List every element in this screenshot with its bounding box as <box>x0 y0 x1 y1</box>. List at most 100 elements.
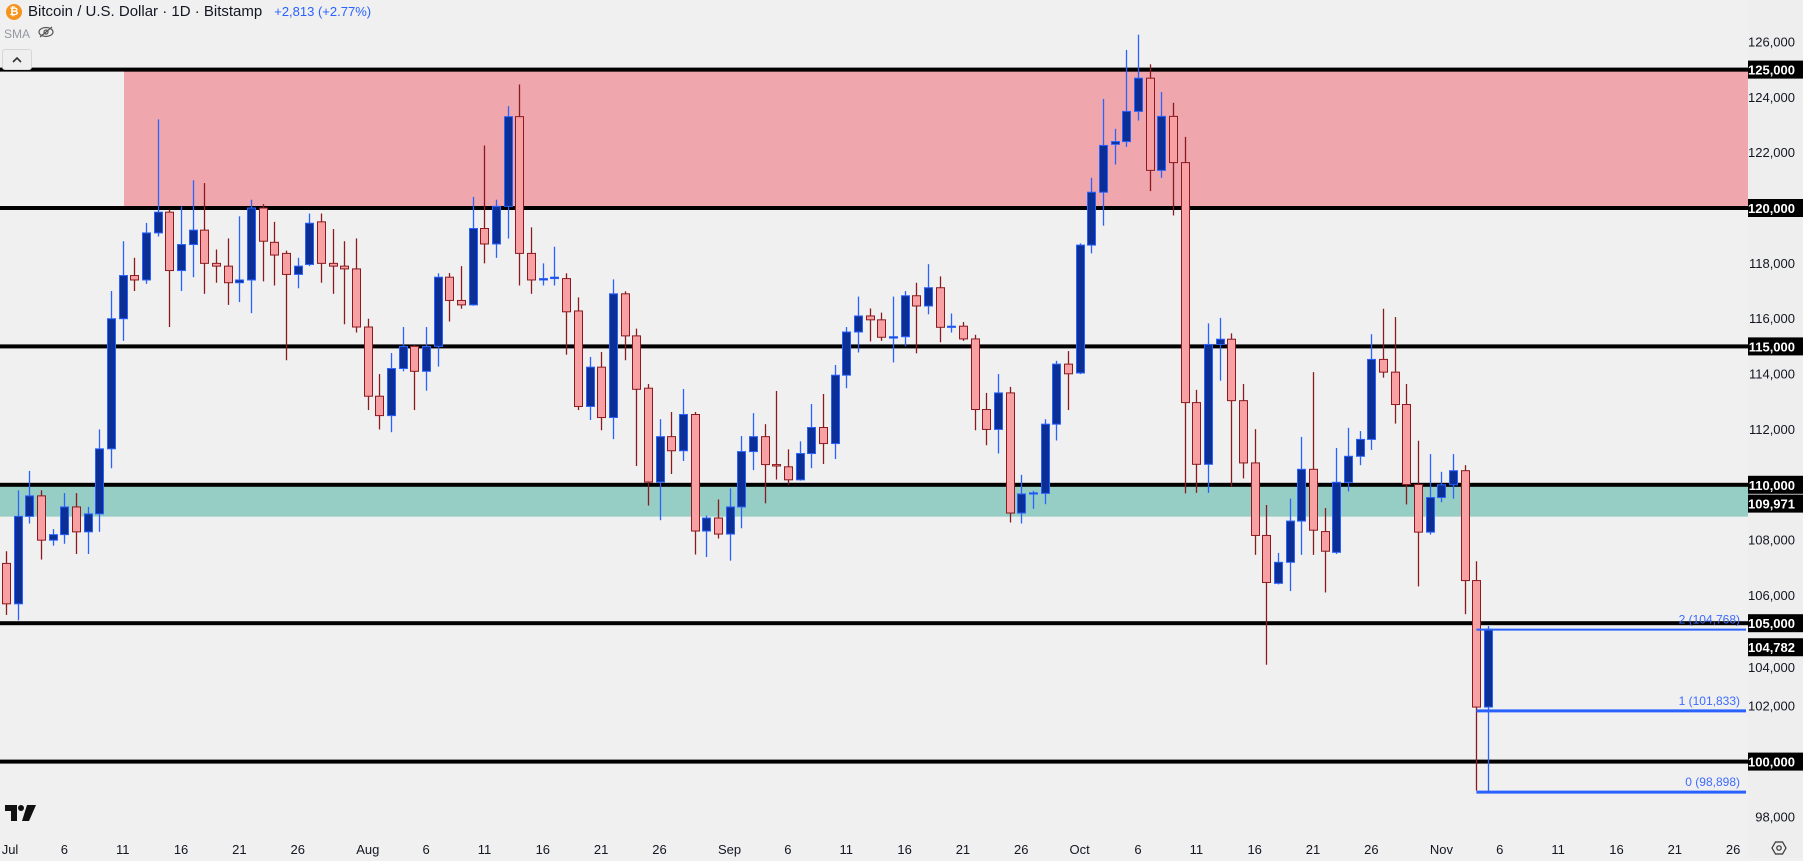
candle[interactable] <box>1251 429 1260 555</box>
collapse-legend-button[interactable] <box>2 49 32 70</box>
candle[interactable] <box>1076 243 1085 375</box>
candle[interactable] <box>936 276 945 343</box>
candle[interactable] <box>644 384 653 506</box>
candle[interactable] <box>1216 317 1225 381</box>
candle[interactable] <box>107 291 116 469</box>
candle[interactable] <box>994 374 1003 454</box>
candle[interactable] <box>212 249 221 283</box>
candle[interactable] <box>492 199 501 258</box>
candle[interactable] <box>807 403 816 469</box>
candle[interactable] <box>1472 561 1481 791</box>
candle[interactable] <box>1262 505 1271 665</box>
candle[interactable] <box>14 490 23 621</box>
candle[interactable] <box>270 221 279 286</box>
candle[interactable] <box>761 424 770 504</box>
candle[interactable] <box>154 119 163 237</box>
candle[interactable] <box>1367 334 1376 450</box>
candle[interactable] <box>25 470 34 524</box>
candle[interactable] <box>947 313 956 333</box>
candle[interactable] <box>737 436 746 529</box>
candle[interactable] <box>515 84 524 286</box>
candle[interactable] <box>317 213 326 283</box>
candle[interactable] <box>866 308 875 342</box>
candle[interactable] <box>667 412 676 475</box>
candle[interactable] <box>410 345 419 411</box>
candle[interactable] <box>445 273 454 322</box>
candle[interactable] <box>796 441 805 481</box>
candle[interactable] <box>504 106 513 239</box>
candle[interactable] <box>434 273 443 367</box>
candle[interactable] <box>1461 465 1470 615</box>
candle[interactable] <box>1309 372 1318 555</box>
candle[interactable] <box>527 227 536 294</box>
candle[interactable] <box>2 551 11 615</box>
candle[interactable] <box>95 429 104 532</box>
candle[interactable] <box>387 353 396 433</box>
price-axis[interactable] <box>1748 0 1803 858</box>
candle[interactable] <box>1064 351 1073 411</box>
candle[interactable] <box>1192 389 1201 493</box>
level-line-120000[interactable] <box>0 206 1748 210</box>
candle[interactable] <box>679 389 688 461</box>
candle[interactable] <box>597 351 606 431</box>
candle[interactable] <box>375 374 384 430</box>
candle[interactable] <box>1087 177 1096 254</box>
candle[interactable] <box>1239 384 1248 479</box>
candle[interactable] <box>1402 384 1411 505</box>
indicator-sma-label[interactable]: SMA <box>4 26 31 41</box>
candle[interactable] <box>224 238 233 305</box>
candle[interactable] <box>480 145 489 264</box>
candle[interactable] <box>1204 323 1213 493</box>
candle[interactable] <box>1181 136 1190 494</box>
candle[interactable] <box>49 529 58 546</box>
candle[interactable] <box>329 229 338 294</box>
candle[interactable] <box>889 296 898 363</box>
candle[interactable] <box>1169 102 1178 216</box>
candle[interactable] <box>1414 440 1423 587</box>
candle[interactable] <box>842 327 851 389</box>
candle[interactable] <box>562 273 571 355</box>
candle[interactable] <box>37 490 46 560</box>
level-line-125000[interactable] <box>0 67 1748 72</box>
candle[interactable] <box>1146 64 1155 192</box>
eye-crossed-icon[interactable] <box>38 26 54 41</box>
candle[interactable] <box>901 291 910 347</box>
candle[interactable] <box>971 334 980 431</box>
candle[interactable] <box>247 199 256 314</box>
candle[interactable] <box>1332 447 1341 554</box>
candle[interactable] <box>1227 333 1236 487</box>
candle[interactable] <box>469 196 478 306</box>
candle[interactable] <box>1017 474 1026 524</box>
tradingview-logo[interactable] <box>5 804 37 827</box>
candle[interactable] <box>819 394 828 465</box>
candle[interactable] <box>1041 419 1050 505</box>
candle[interactable] <box>877 312 886 341</box>
candle[interactable] <box>189 180 198 278</box>
candle[interactable] <box>422 327 431 391</box>
symbol-title[interactable]: Bitcoin / U.S. Dollar · 1D · Bitstamp <box>28 3 263 20</box>
candle[interactable] <box>1437 471 1446 503</box>
candle[interactable] <box>1134 34 1143 121</box>
candle[interactable] <box>142 222 151 284</box>
level-line-110000[interactable] <box>0 482 1748 487</box>
candle[interactable] <box>831 364 840 460</box>
level-line-105000[interactable] <box>0 621 1748 626</box>
candle[interactable] <box>1122 49 1131 147</box>
candle[interactable] <box>550 246 559 286</box>
candle[interactable] <box>235 216 244 303</box>
candle[interactable] <box>259 204 268 282</box>
candle[interactable] <box>294 257 303 289</box>
candle[interactable] <box>340 241 349 325</box>
candle[interactable] <box>656 419 665 521</box>
candle[interactable] <box>60 493 69 544</box>
candle[interactable] <box>714 499 723 539</box>
candle[interactable] <box>621 291 630 361</box>
candle[interactable] <box>305 213 314 267</box>
candle[interactable] <box>982 392 991 446</box>
candle[interactable] <box>1111 128 1120 165</box>
candle[interactable] <box>165 209 174 328</box>
candle[interactable] <box>1029 490 1038 509</box>
chart-settings-icon[interactable] <box>1771 840 1787 856</box>
candle[interactable] <box>130 257 139 292</box>
